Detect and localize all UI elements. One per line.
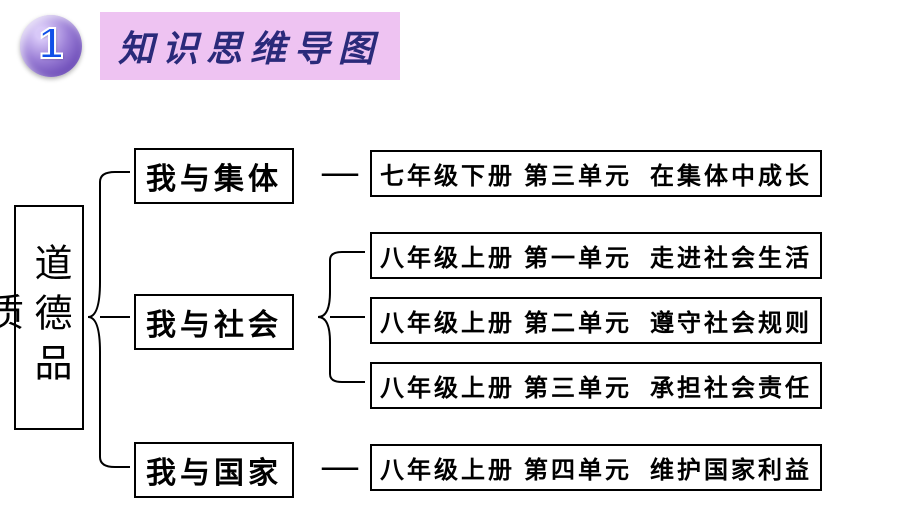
leaf-title: 遵守社会规则	[650, 311, 812, 337]
leaf-node: 八年级上册 第二单元遵守社会规则	[370, 297, 822, 344]
mid-label: 我与社会	[146, 309, 282, 342]
header: 1 知识思维导图	[20, 12, 920, 80]
leaf-node: 八年级上册 第一单元走进社会生活	[370, 232, 822, 279]
leaf-node: 八年级上册 第四单元维护国家利益	[370, 444, 822, 491]
leaf-unit: 八年级上册 第二单元	[380, 311, 632, 337]
mid-label: 我与国家	[146, 457, 282, 490]
mid-node-nation: 我与国家	[134, 442, 294, 498]
leaf-node: 七年级下册 第三单元在集体中成长	[370, 150, 822, 197]
leaf-unit: 七年级下册 第三单元	[380, 164, 632, 190]
leaf-title: 在集体中成长	[650, 164, 812, 190]
mid-node-collective: 我与集体	[134, 148, 294, 204]
leaf-node: 八年级上册 第三单元承担社会责任	[370, 362, 822, 409]
badge-number: 1	[39, 19, 63, 69]
leaf-title: 承担社会责任	[650, 376, 812, 402]
section-number-badge: 1	[20, 15, 82, 77]
leaf-unit: 八年级上册 第一单元	[380, 246, 632, 272]
section-title: 知识思维导图	[100, 12, 400, 80]
mid-label: 我与集体	[146, 163, 282, 196]
leaf-title: 走进社会生活	[650, 246, 812, 272]
mid-node-society: 我与社会	[134, 294, 294, 350]
leaf-title: 维护国家利益	[650, 458, 812, 484]
leaf-unit: 八年级上册 第三单元	[380, 376, 632, 402]
dash-connector: —	[322, 150, 358, 192]
leaf-unit: 八年级上册 第四单元	[380, 458, 632, 484]
mind-map-diagram: 质 道德品 我与集体 我与社会 我与国家 — — 七年级下册 第三单元在集体中成…	[0, 132, 920, 512]
dash-connector: —	[322, 444, 358, 486]
